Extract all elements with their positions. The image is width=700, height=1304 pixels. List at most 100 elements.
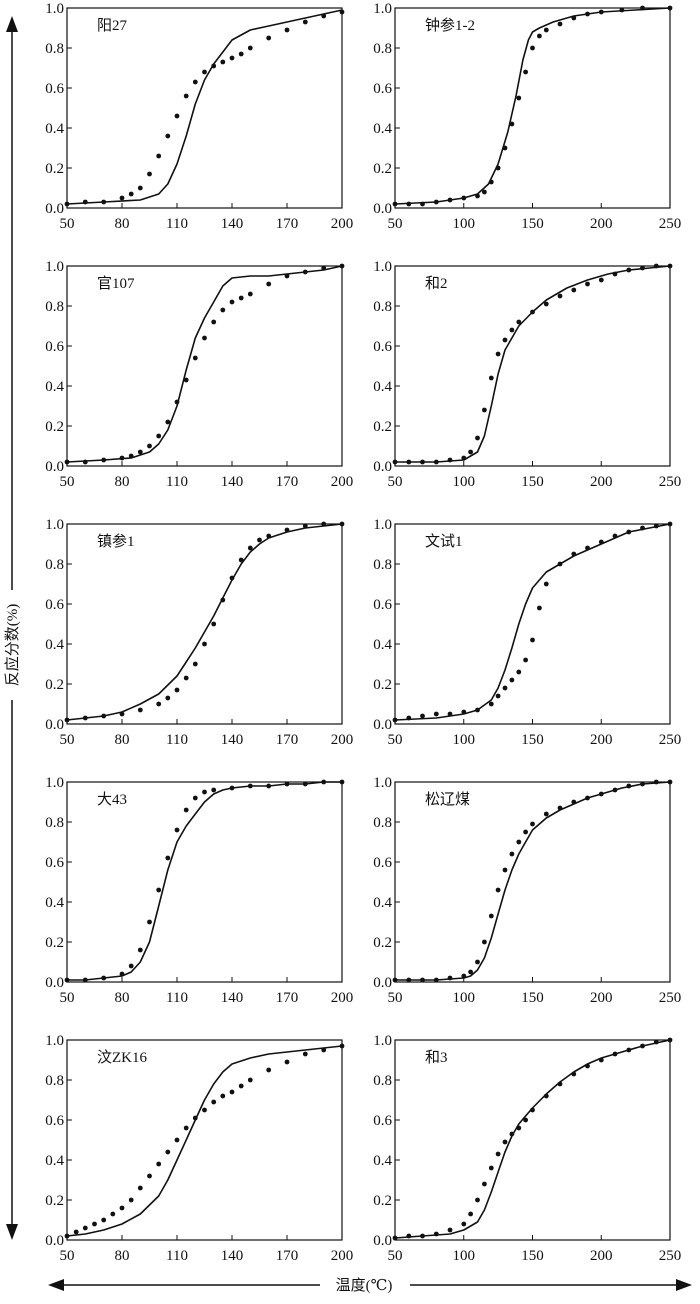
measured-point <box>530 309 535 315</box>
measured-point <box>101 199 107 205</box>
x-tick-label: 100 <box>453 216 476 232</box>
measured-point <box>447 711 453 717</box>
x-tick-label: 200 <box>331 990 354 1006</box>
x-tick-label: 200 <box>590 990 613 1006</box>
y-tick-label: 0.0 <box>373 201 392 217</box>
measured-point <box>447 975 453 981</box>
measured-point <box>202 641 207 647</box>
calculated-curve <box>66 1045 343 1237</box>
measured-point <box>653 1039 659 1045</box>
measured-point <box>495 1151 501 1157</box>
x-tick-label: 50 <box>60 216 75 232</box>
y-tick-label: 0.6 <box>373 597 392 613</box>
chart-panel: 0.0 0.2 0.4 0.6 0.8 1.0 50 100 150 200 250 和2 <box>373 259 681 490</box>
y-tick-label: 0.2 <box>45 1193 64 1209</box>
y-tick-label: 0.4 <box>45 1153 64 1169</box>
measured-point <box>585 281 590 287</box>
measured-point <box>229 1089 235 1095</box>
measured-point <box>667 521 673 527</box>
measured-point <box>502 337 508 343</box>
measured-point <box>420 977 425 983</box>
measured-point <box>433 1231 439 1237</box>
measured-point <box>509 677 515 683</box>
y-axis-arrow-up-icon <box>6 16 18 32</box>
measured-point <box>192 661 198 667</box>
y-tick-label: 0.2 <box>45 419 64 435</box>
plot-frame <box>394 265 671 467</box>
x-tick-label: 250 <box>659 732 682 748</box>
x-tick-label: 100 <box>453 732 476 748</box>
y-tick-label: 0.8 <box>45 557 64 573</box>
measured-point <box>571 287 577 293</box>
measured-point <box>667 779 673 785</box>
y-tick-label: 0.2 <box>373 419 392 435</box>
measured-point <box>447 197 453 203</box>
x-tick-label: 200 <box>590 732 613 748</box>
measured-point <box>516 839 522 845</box>
measured-point <box>523 829 528 835</box>
y-tick-label: 0.2 <box>45 677 64 693</box>
y-tick-label: 0.8 <box>45 41 64 57</box>
x-tick-label: 50 <box>388 216 403 232</box>
panel-label: 和3 <box>425 1049 448 1066</box>
x-tick-label: 50 <box>388 990 403 1006</box>
y-tick-label: 0.4 <box>373 379 392 395</box>
measured-point <box>128 963 134 969</box>
measured-point <box>147 443 152 449</box>
measured-point <box>598 9 604 15</box>
y-tick-label: 0.6 <box>45 597 64 613</box>
measured-point <box>339 521 345 527</box>
measured-point <box>509 851 515 857</box>
measured-point <box>147 171 152 177</box>
measured-point <box>468 449 473 455</box>
measured-point <box>626 783 632 789</box>
y-tick-label: 0.2 <box>373 161 392 177</box>
measured-point <box>92 1221 97 1227</box>
x-tick-label: 140 <box>221 990 244 1006</box>
y-tick-label: 1.0 <box>45 1033 64 1049</box>
x-tick-label: 110 <box>166 216 188 232</box>
plot-frame <box>66 7 343 209</box>
measured-point <box>598 539 604 545</box>
measured-point <box>502 145 508 151</box>
measured-point <box>211 319 217 325</box>
measured-point <box>392 977 398 983</box>
calculated-curve <box>394 523 671 721</box>
measured-point <box>174 687 180 693</box>
measured-point <box>339 263 345 269</box>
x-tick-label: 250 <box>659 474 682 490</box>
x-tick-label: 150 <box>521 216 544 232</box>
y-tick-label: 0.6 <box>373 1113 392 1129</box>
measured-point <box>571 1071 577 1077</box>
measured-point <box>447 1227 453 1233</box>
y-tick-label: 0.4 <box>45 379 64 395</box>
measured-point <box>192 355 198 361</box>
measured-point <box>523 1117 528 1123</box>
measured-point <box>557 21 563 27</box>
calculated-curve <box>395 265 671 463</box>
y-tick-label: 0.6 <box>45 855 64 871</box>
measured-point <box>626 267 632 273</box>
measured-point <box>406 1233 412 1239</box>
measured-point <box>183 807 189 813</box>
y-tick-label: 1.0 <box>45 517 64 533</box>
measured-point <box>482 1181 487 1187</box>
measured-point <box>339 779 345 785</box>
y-tick-label: 0.0 <box>373 717 392 733</box>
measured-point <box>302 269 308 275</box>
measured-point <box>557 561 563 567</box>
x-tick-label: 50 <box>60 1248 75 1264</box>
y-tick-label: 1.0 <box>373 259 392 275</box>
measured-point <box>468 969 473 975</box>
y-tick-label: 0.4 <box>45 637 64 653</box>
y-tick-label: 1.0 <box>45 259 64 275</box>
measured-point <box>392 459 398 465</box>
measured-point <box>302 19 308 25</box>
x-tick-label: 170 <box>276 990 299 1006</box>
measured-point <box>247 1077 253 1083</box>
x-tick-label: 140 <box>221 216 244 232</box>
x-tick-label: 50 <box>388 474 403 490</box>
measured-point <box>64 1233 70 1239</box>
measured-point <box>247 783 253 789</box>
measured-point <box>598 1057 604 1063</box>
